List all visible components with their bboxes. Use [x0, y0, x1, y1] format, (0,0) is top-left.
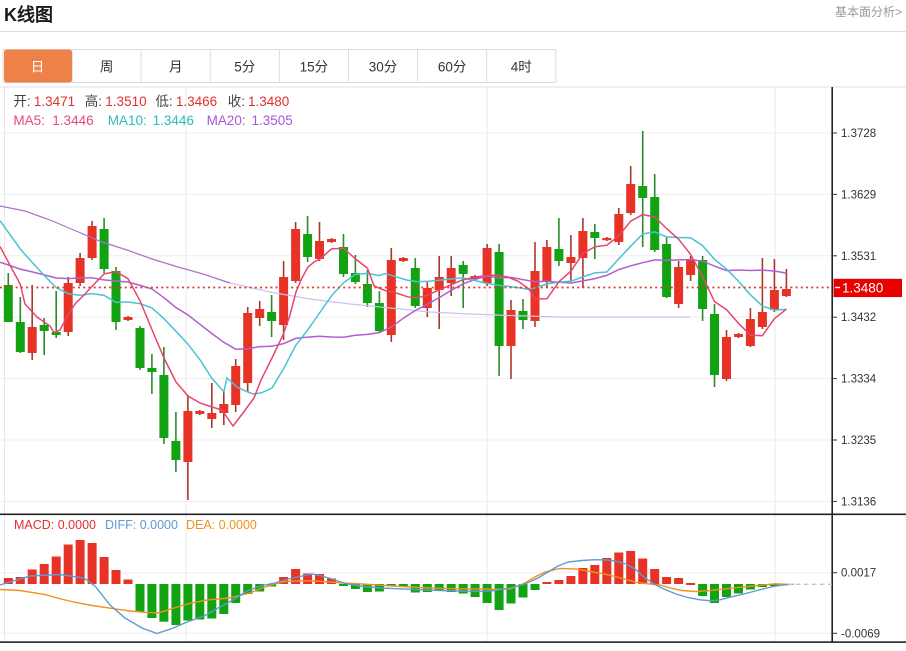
svg-text:1.3471: 1.3471 — [34, 94, 75, 109]
svg-text:30分: 30分 — [369, 60, 398, 75]
svg-text:4时: 4时 — [511, 60, 532, 75]
svg-text:基本面分析>: 基本面分析> — [835, 5, 902, 19]
svg-text:MA10:: MA10: — [108, 113, 147, 128]
svg-text:60分: 60分 — [438, 60, 467, 75]
svg-text:1.3480: 1.3480 — [842, 281, 883, 296]
svg-text:DIFF: 0.0000: DIFF: 0.0000 — [105, 518, 178, 532]
svg-text:1.3510: 1.3510 — [105, 94, 146, 109]
svg-text:1.3432: 1.3432 — [841, 312, 876, 324]
svg-text:5分: 5分 — [234, 60, 255, 75]
svg-text:高:: 高: — [85, 93, 102, 109]
svg-text:日: 日 — [31, 60, 45, 75]
svg-text:1.3629: 1.3629 — [841, 189, 876, 201]
svg-text:开:: 开: — [13, 94, 30, 109]
svg-text:1.3136: 1.3136 — [841, 496, 876, 508]
svg-text:1.3531: 1.3531 — [841, 251, 876, 263]
svg-text:1.3505: 1.3505 — [252, 113, 293, 128]
svg-text:0.0017: 0.0017 — [841, 568, 876, 580]
svg-text:1.3446: 1.3446 — [153, 113, 194, 128]
svg-text:1.3728: 1.3728 — [841, 128, 876, 140]
svg-text:周: 周 — [100, 60, 114, 75]
svg-text:1.3235: 1.3235 — [841, 435, 876, 447]
svg-text:1.3446: 1.3446 — [52, 113, 93, 128]
svg-text:-0.0069: -0.0069 — [841, 628, 880, 640]
svg-text:MACD: 0.0000: MACD: 0.0000 — [14, 518, 96, 532]
svg-text:1.3466: 1.3466 — [176, 94, 217, 109]
svg-text:15分: 15分 — [300, 60, 329, 75]
svg-text:月: 月 — [169, 60, 183, 75]
svg-text:1.3480: 1.3480 — [248, 94, 289, 109]
svg-text:MA5:: MA5: — [13, 113, 45, 128]
svg-text:低:: 低: — [155, 94, 172, 109]
svg-text:DEA: 0.0000: DEA: 0.0000 — [186, 518, 257, 532]
svg-text:MA20:: MA20: — [207, 113, 246, 128]
svg-text:收:: 收: — [228, 94, 245, 109]
svg-text:1.3334: 1.3334 — [841, 374, 877, 386]
svg-text:K线图: K线图 — [4, 4, 53, 25]
